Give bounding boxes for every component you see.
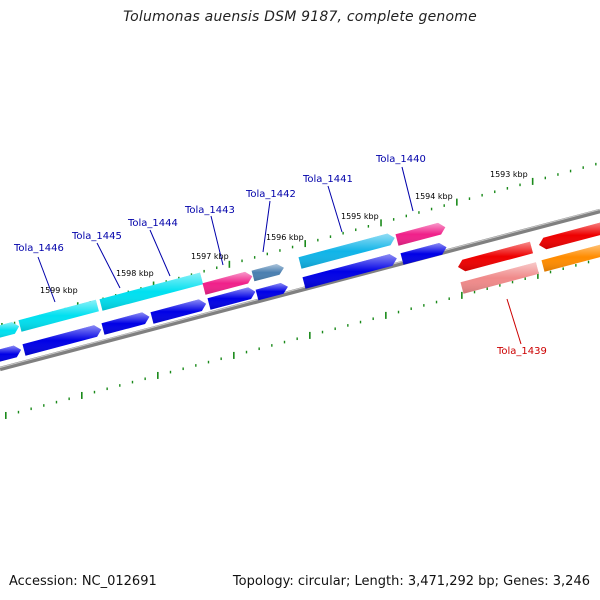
gene-label-tola-1446: Tola_1446: [13, 243, 64, 254]
gene-blue-1-shade: [0, 345, 22, 362]
leader-tola-1440: [401, 166, 414, 212]
gene-steel-1-shade: [251, 264, 284, 282]
kbp-label-1594: 1594 kbp: [415, 192, 453, 201]
gene-red-1-shade: [458, 241, 533, 272]
backbone-highlight: [0, 209, 600, 368]
label-leaders: [37, 166, 522, 345]
gene-orange-1-shade: [541, 244, 600, 272]
gene-pink-1-shade: [460, 262, 539, 294]
gene-label-tola-1440: Tola_1440: [375, 154, 426, 165]
gene-label-tola-1445: Tola_1445: [71, 231, 122, 242]
gene-label-tola-1439: Tola_1439: [496, 346, 547, 357]
page-title: Tolumonas auensis DSM 9187, complete gen…: [123, 9, 477, 25]
kbp-label-1593: 1593 kbp: [490, 170, 528, 179]
gene-magenta-1-shade: [202, 271, 253, 295]
gene-magenta-2-shade: [395, 222, 446, 246]
kbp-label-1596: 1596 kbp: [266, 233, 304, 242]
gene-label-tola-1444: Tola_1444: [127, 218, 178, 229]
leader-tola-1439: [506, 298, 522, 345]
leader-tola-1441: [327, 185, 343, 233]
genome-backbone: [0, 208, 600, 372]
backbone-line: [0, 208, 600, 372]
gene-cyan-1-shade: [0, 322, 20, 338]
leader-tola-1446: [37, 256, 56, 303]
gene-label-tola-1442: Tola_1442: [245, 189, 296, 200]
kbp-label-1595: 1595 kbp: [341, 212, 379, 221]
gene-blue-4-shade: [150, 299, 207, 324]
gene-label-tola-1443: Tola_1443: [184, 205, 235, 216]
gene-blue-8-shade: [400, 243, 447, 265]
kbp-label-1598: 1598 kbp: [116, 269, 154, 278]
gene-blue-2-shade: [22, 325, 102, 356]
leader-tola-1445: [96, 242, 121, 289]
gene-features: [0, 222, 600, 362]
kbp-label-1597: 1597 kbp: [191, 252, 229, 261]
gene-label-tola-1441: Tola_1441: [302, 174, 353, 185]
leader-tola-1442: [262, 200, 271, 253]
kbp-label-1599: 1599 kbp: [40, 286, 78, 295]
gene-blue-3-shade: [101, 312, 150, 335]
gene-cyan-2-shade: [18, 299, 99, 332]
gene-blue-6-shade: [255, 283, 288, 301]
gene-blue-7-shade: [302, 254, 397, 289]
genome-summary-text: Topology: circular; Length: 3,471,292 bp…: [232, 574, 590, 589]
gene-blue-5-shade: [207, 287, 256, 310]
leader-tola-1443: [210, 215, 224, 266]
kbp-labels: 1599 kbp 1598 kbp 1597 kbp 1596 kbp 1595…: [40, 170, 528, 295]
gene-skyblue-1-shade: [298, 233, 395, 269]
accession-text: Accession: NC_012691: [9, 574, 157, 589]
leader-tola-1444: [149, 229, 171, 277]
gene-cyan-3-shade: [99, 272, 204, 311]
gene-labels: Tola_1446 Tola_1445 Tola_1444 Tola_1443 …: [13, 154, 547, 357]
gene-red-2-shade: [539, 222, 600, 250]
